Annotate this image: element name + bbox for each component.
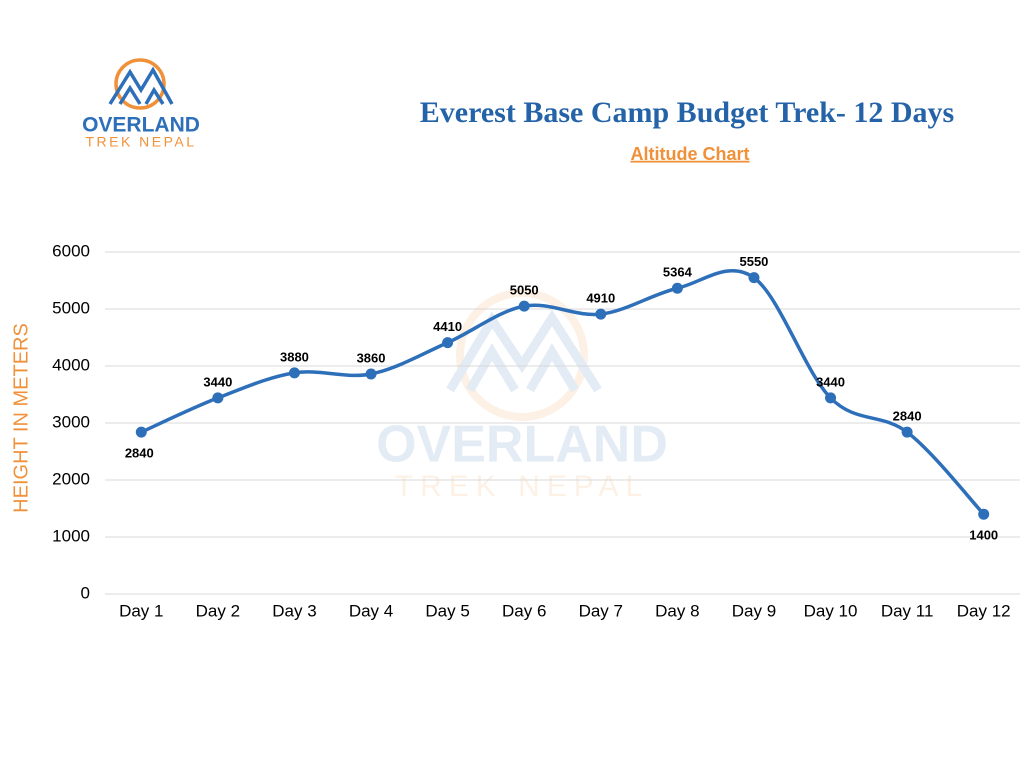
y-tick-label: 1000 [52,526,90,545]
logo-mountain [108,66,174,105]
chart-title: Everest Base Camp Budget Trek- 12 Days [420,96,954,129]
data-label: 4910 [586,291,615,306]
x-tick-label: Day 11 [881,601,934,620]
x-tick-label: Day 6 [502,601,546,620]
point [978,508,990,520]
x-tick-label: Day 3 [272,601,316,620]
x-tick-label: Day 2 [196,601,240,620]
y-tick-label: 3000 [52,412,90,431]
data-label: 5364 [663,265,693,280]
point [135,426,147,438]
watermark-mountain [446,309,602,393]
point [288,367,300,379]
x-tick-label: Day 10 [804,601,858,620]
point [595,308,607,320]
x-tick-label: Day 5 [425,601,469,620]
data-label: 5550 [739,254,768,269]
point [748,272,760,284]
x-tick-label: Day 1 [119,601,163,620]
y-axis-label: HEIGHT IN METERS [10,323,32,513]
x-tick-label: Day 8 [655,601,699,620]
data-label: 1400 [969,528,998,543]
x-tick-label: Day 7 [579,601,623,620]
point [671,282,683,294]
data-label: 3440 [203,374,232,389]
logo-tagline: TREK NEPAL [85,134,196,150]
data-label: 4410 [433,319,462,334]
x-tick-label: Day 4 [349,601,393,620]
data-label: 2840 [893,409,922,424]
x-tick-label: Day 12 [957,601,1011,620]
watermark-name: OVERLAND [376,416,668,474]
y-tick-label: 5000 [52,298,90,317]
watermark: OVERLAND TREK NEPAL [376,289,668,503]
point [365,368,377,380]
y-tick-label: 2000 [52,469,90,488]
y-tick-label: 0 [81,583,90,602]
y-tick-label: 4000 [52,355,90,374]
logo-ring [114,58,166,110]
point [518,300,530,312]
point [212,392,224,404]
x-tick-label: Day 9 [732,601,776,620]
point [825,392,837,404]
data-label: 5050 [510,283,539,298]
data-label: 3860 [357,350,386,365]
data-label: 2840 [125,446,154,461]
point [442,337,454,349]
point [901,426,913,438]
data-label: 3880 [280,349,309,364]
data-label: 3440 [816,374,845,389]
y-tick-label: 6000 [52,241,90,260]
logo: OVERLAND TREK NEPAL [82,58,200,150]
watermark-ring [456,289,588,421]
chart-subtitle: Altitude Chart [631,144,750,164]
watermark-tagline: TREK NEPAL [395,470,650,503]
logo-name: OVERLAND [82,114,200,137]
